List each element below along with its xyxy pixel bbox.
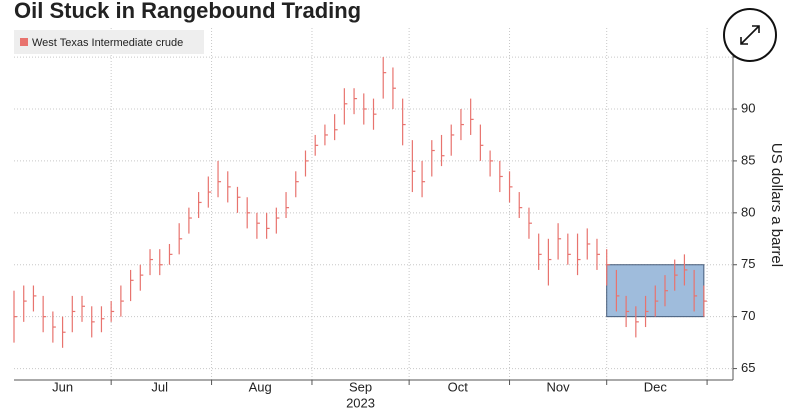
ohlc-bar bbox=[586, 228, 591, 260]
ohlc-bar bbox=[411, 140, 416, 193]
ohlc-bar bbox=[334, 114, 338, 141]
ohlc-bar bbox=[431, 140, 435, 177]
ohlc-bar bbox=[538, 233, 542, 270]
ohlc-bar bbox=[392, 67, 396, 109]
ohlc-bar bbox=[382, 57, 387, 99]
ohlc-bar bbox=[644, 295, 649, 328]
ohlc-bar bbox=[508, 171, 513, 203]
ohlc-bar bbox=[100, 306, 105, 333]
ohlc-bar bbox=[13, 290, 17, 343]
legend-label: West Texas Intermediate crude bbox=[32, 37, 183, 49]
ohlc-bar bbox=[246, 197, 251, 229]
ohlc-bar bbox=[207, 176, 212, 208]
ohlc-bar bbox=[693, 269, 698, 312]
ohlc-bar bbox=[227, 171, 231, 203]
ohlc-bar bbox=[149, 249, 154, 276]
ohlc-bar bbox=[198, 192, 202, 219]
ohlc-bar bbox=[23, 285, 27, 322]
ohlc-bar bbox=[547, 238, 552, 286]
x-tick-label: Sep bbox=[349, 379, 372, 394]
ohlc-bar bbox=[139, 264, 144, 291]
ohlc-bar bbox=[295, 171, 299, 198]
x-tick-label: Oct bbox=[448, 379, 469, 394]
ohlc-bar bbox=[499, 160, 503, 193]
ohlc-bar bbox=[129, 269, 134, 302]
ohlc-bar bbox=[557, 223, 562, 260]
ohlc-bar bbox=[683, 254, 688, 286]
ohlc-bar bbox=[91, 306, 95, 338]
y-axis-label: US dollars a barrel bbox=[768, 143, 785, 267]
y-tick-label: 65 bbox=[741, 360, 755, 375]
ohlc-bar bbox=[178, 223, 183, 255]
ohlc-bar bbox=[528, 207, 532, 239]
ohlc-bar bbox=[110, 301, 115, 322]
ohlc-bar bbox=[81, 295, 86, 322]
chart-title: Oil Stuck in Rangebound Trading bbox=[14, 0, 361, 23]
ohlc-bar bbox=[285, 192, 290, 219]
ohlc-bar bbox=[479, 124, 484, 161]
ohlc-bar bbox=[576, 233, 581, 276]
ohlc-bar bbox=[168, 243, 173, 265]
ohlc-bar bbox=[567, 233, 571, 265]
ohlc-bar bbox=[324, 124, 328, 146]
ohlc-bar bbox=[664, 275, 668, 307]
ohlc-bar bbox=[71, 295, 76, 333]
ohlc-bar bbox=[42, 295, 47, 333]
ohlc-bar bbox=[363, 93, 367, 125]
ohlc-bar bbox=[343, 88, 348, 125]
expand-icon bbox=[740, 25, 760, 45]
x-tick-label: Aug bbox=[249, 379, 272, 394]
ohlc-bar bbox=[421, 160, 426, 198]
y-tick-label: 90 bbox=[741, 100, 755, 115]
ohlc-bar bbox=[625, 295, 630, 328]
ohlc-bar bbox=[518, 192, 523, 219]
ohlc-bar bbox=[450, 124, 455, 156]
ohlc-bar bbox=[402, 98, 406, 146]
ohlc-bar bbox=[674, 259, 678, 291]
legend-swatch bbox=[20, 38, 28, 46]
x-tick-label: Jul bbox=[151, 379, 168, 394]
ohlc-bar bbox=[256, 212, 260, 239]
ohlc-bar bbox=[372, 98, 377, 130]
ohlc-bar bbox=[314, 134, 319, 156]
year-label: 2023 bbox=[346, 395, 375, 410]
ohlc-bar bbox=[304, 150, 309, 177]
ohlc-bar bbox=[470, 98, 474, 135]
x-tick-label: Jun bbox=[52, 379, 73, 394]
ohlc-bar bbox=[159, 249, 163, 276]
ohlc-bar bbox=[275, 207, 280, 234]
x-tick-label: Dec bbox=[644, 379, 668, 394]
ohlc-bar bbox=[188, 207, 192, 234]
ohlc-bar bbox=[32, 285, 37, 312]
ohlc-bar bbox=[606, 249, 610, 286]
ohlc-bar bbox=[61, 316, 66, 348]
ohlc-bar bbox=[489, 150, 494, 177]
expand-button[interactable] bbox=[723, 8, 777, 62]
ohlc-bar bbox=[635, 306, 639, 338]
y-tick-label: 80 bbox=[741, 204, 755, 219]
y-tick-label: 70 bbox=[741, 308, 755, 323]
y-tick-label: 85 bbox=[741, 152, 755, 167]
ohlc-bar bbox=[266, 212, 270, 239]
ohlc-bar bbox=[52, 311, 56, 343]
ohlc-bar bbox=[703, 285, 707, 317]
ohlc-bar bbox=[236, 186, 241, 213]
ohlc-bar bbox=[654, 285, 659, 317]
y-tick-label: 75 bbox=[741, 256, 755, 271]
ohlc-bar bbox=[120, 285, 124, 317]
x-tick-label: Nov bbox=[547, 379, 571, 394]
ohlc-bar bbox=[596, 238, 600, 270]
ohlc-bar bbox=[615, 269, 620, 312]
ohlc-bar bbox=[440, 134, 445, 167]
ohlc-bar bbox=[217, 160, 222, 198]
legend-box bbox=[14, 30, 204, 54]
ohlc-bar bbox=[353, 88, 358, 115]
ohlc-bar bbox=[460, 108, 464, 141]
